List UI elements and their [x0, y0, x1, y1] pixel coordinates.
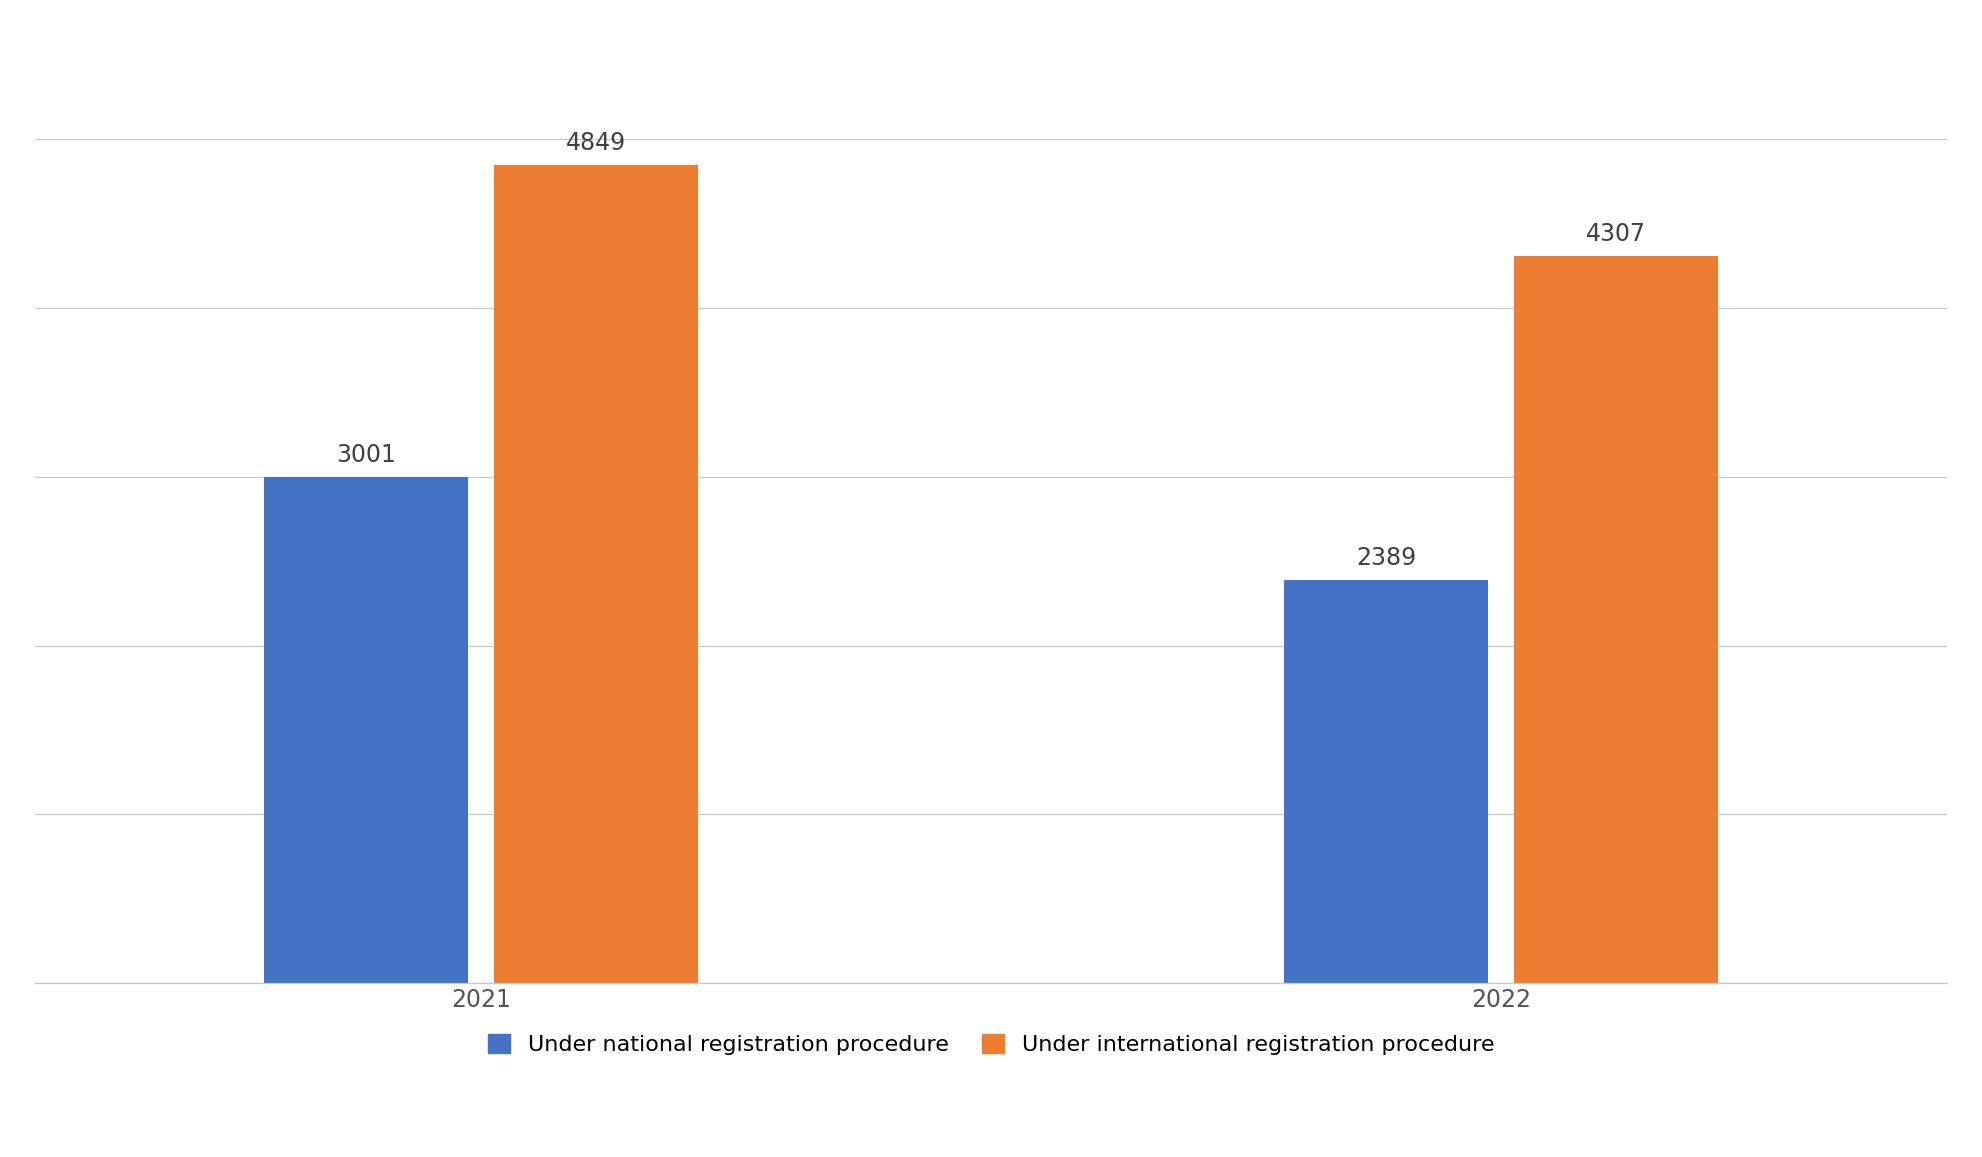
Bar — [1514, 257, 1718, 983]
Text: 4849: 4849 — [565, 131, 626, 155]
Legend: Under national registration procedure, Under international registration procedur: Under national registration procedure, U… — [476, 1023, 1506, 1067]
Bar — [1284, 580, 1488, 983]
Bar — [264, 477, 468, 983]
Bar — [494, 164, 698, 983]
Text: 4307: 4307 — [1586, 222, 1645, 246]
Text: 2389: 2389 — [1356, 546, 1417, 569]
Text: 3001: 3001 — [337, 442, 396, 466]
